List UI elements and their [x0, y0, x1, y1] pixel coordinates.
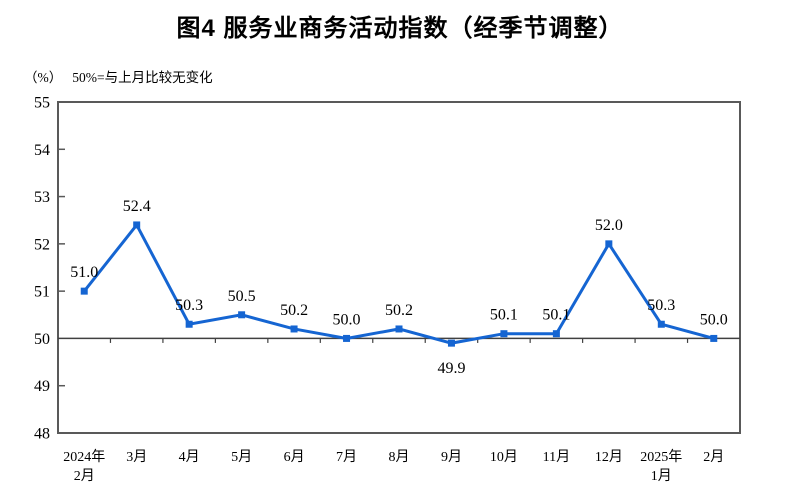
x-axis-label: 4月 — [179, 449, 200, 465]
x-axis-label: 2月 — [74, 468, 95, 484]
x-axis-label: 2月 — [703, 449, 724, 465]
unit-label: （%） — [24, 70, 63, 85]
y-tick-label: 53 — [34, 189, 50, 206]
data-point-marker — [238, 311, 246, 319]
plot-border — [57, 101, 741, 434]
data-point-label: 50.0 — [333, 311, 361, 328]
data-point-marker — [605, 240, 613, 248]
data-point-marker — [290, 325, 298, 333]
data-point-label: 50.1 — [542, 307, 570, 324]
data-point-label: 50.2 — [385, 302, 413, 319]
data-point-marker — [80, 287, 88, 295]
data-point-label: 52.4 — [123, 198, 151, 215]
x-axis-label: 12月 — [595, 449, 623, 465]
data-point-marker — [447, 339, 455, 347]
y-tick-label: 52 — [34, 236, 50, 253]
data-point-marker — [395, 325, 403, 333]
data-point-marker — [185, 320, 193, 328]
x-axis-label: 7月 — [336, 449, 357, 465]
x-axis-label: 6月 — [284, 449, 305, 465]
data-point-marker — [552, 330, 560, 338]
y-tick-label: 51 — [34, 284, 50, 301]
x-axis-label: 1月 — [651, 468, 672, 484]
data-point-label: 50.1 — [490, 307, 518, 324]
data-point-marker — [657, 320, 665, 328]
data-point-label: 52.0 — [595, 217, 623, 234]
data-point-label: 51.0 — [70, 264, 98, 281]
data-point-label: 50.3 — [647, 297, 675, 314]
x-axis-label: 5月 — [231, 449, 252, 465]
chart-title: 图4 服务业商务活动指数（经季节调整） — [176, 15, 624, 42]
data-point-marker — [343, 334, 351, 342]
data-point-label: 50.5 — [228, 288, 256, 305]
x-axis-label: 9月 — [441, 449, 462, 465]
y-tick-label: 50 — [34, 331, 50, 348]
x-axis-label: 10月 — [490, 449, 518, 465]
data-point-label: 50.0 — [700, 311, 728, 328]
data-point-label: 50.3 — [175, 297, 203, 314]
y-tick-label: 54 — [34, 142, 50, 159]
y-tick-label: 49 — [34, 378, 50, 395]
data-point-marker — [500, 330, 508, 338]
chart-subtitle: （%） 50%=与上月比较无变化 — [24, 66, 213, 86]
y-tick-label: 48 — [34, 426, 50, 443]
data-point-marker — [133, 221, 141, 229]
x-axis-label: 2025年 — [640, 449, 682, 465]
x-axis-label: 11月 — [543, 449, 570, 465]
x-axis-label: 3月 — [126, 449, 147, 465]
series-line — [83, 222, 715, 345]
x-axis-label: 8月 — [389, 449, 410, 465]
reference-note: 50%=与上月比较无变化 — [72, 70, 213, 85]
y-tick-label: 55 — [34, 95, 50, 112]
data-point-marker — [710, 334, 718, 342]
data-point-label: 49.9 — [437, 360, 465, 377]
data-point-label: 50.2 — [280, 302, 308, 319]
x-axis-label: 2024年 — [63, 449, 105, 465]
